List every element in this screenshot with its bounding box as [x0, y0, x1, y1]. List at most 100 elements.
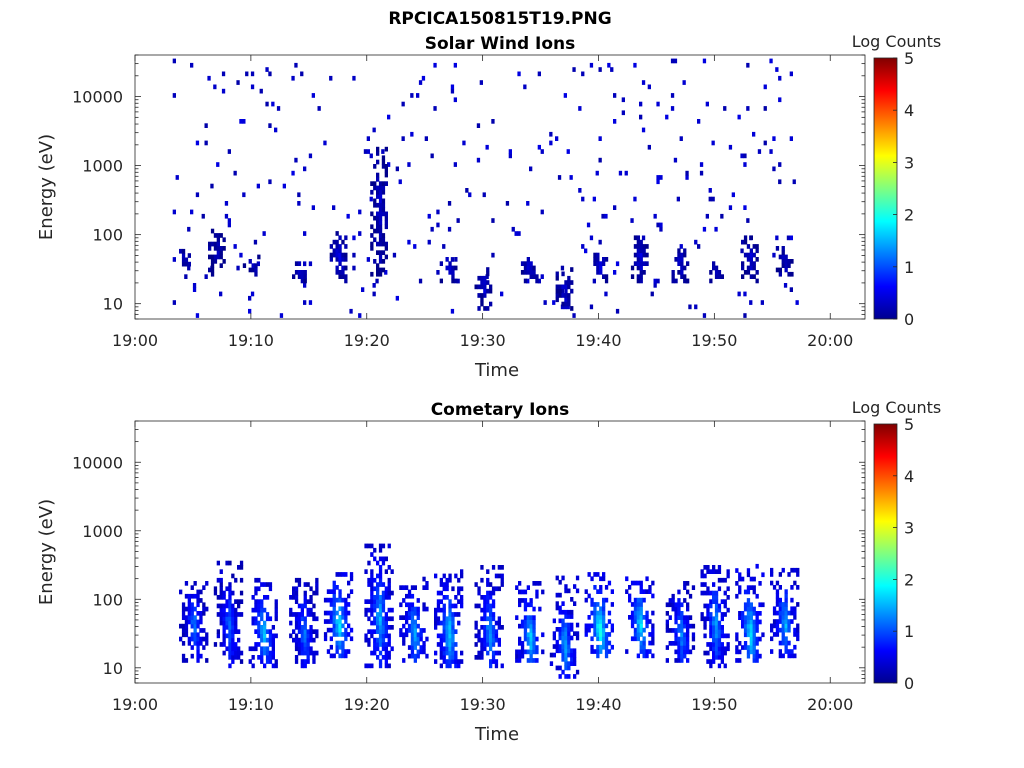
data-cell: [596, 252, 600, 258]
data-cell: [558, 288, 562, 294]
data-cell: [749, 645, 753, 650]
data-cell: [787, 263, 791, 268]
data-cell: [671, 278, 675, 284]
data-cell: [260, 646, 264, 652]
data-cell: [752, 606, 756, 612]
data-cell: [384, 241, 388, 247]
data-cell: [709, 633, 713, 639]
data-cell: [341, 632, 345, 637]
data-cell: [775, 610, 780, 616]
data-cell: [566, 149, 570, 154]
data-cell: [483, 306, 487, 311]
data-cell: [422, 649, 426, 655]
data-cell: [743, 619, 748, 625]
data-cell: [271, 625, 275, 630]
data-cell: [700, 569, 704, 574]
data-cell: [268, 616, 273, 622]
data-cell: [714, 616, 719, 622]
data-cell: [347, 649, 351, 654]
data-cell: [581, 196, 585, 202]
data-cell: [491, 616, 496, 622]
data-cell: [636, 580, 640, 586]
data-cell: [607, 640, 612, 646]
data-cell: [216, 633, 220, 639]
data-cell: [668, 602, 672, 608]
data-cell: [312, 637, 316, 643]
data-cell: [741, 274, 745, 279]
data-cell: [228, 603, 232, 609]
data-cell: [419, 632, 423, 638]
data-cell: [410, 628, 415, 633]
data-cell: [367, 560, 371, 566]
data-cell: [195, 313, 200, 318]
data-cell: [784, 254, 788, 260]
data-cell: [680, 257, 684, 262]
data-cell: [639, 114, 643, 120]
data-cell: [642, 636, 646, 642]
data-cell: [329, 597, 333, 603]
data-cell: [552, 618, 556, 624]
data-cell: [735, 636, 739, 642]
data-cell: [787, 627, 791, 633]
data-cell: [256, 183, 260, 189]
x-tick-label: 19:00: [112, 695, 158, 714]
data-cell: [376, 189, 380, 195]
data-cell: [483, 280, 487, 285]
data-cell: [460, 569, 464, 574]
data-cell: [500, 291, 504, 297]
data-cell: [624, 170, 628, 176]
data-cell: [326, 649, 331, 654]
data-cell: [460, 595, 464, 600]
data-cell: [537, 71, 541, 77]
data-cell: [752, 131, 756, 137]
data-cell: [292, 637, 296, 643]
data-cell: [752, 244, 756, 249]
data-cell: [306, 659, 310, 664]
data-cell: [561, 301, 565, 307]
data-cell: [761, 572, 765, 578]
data-cell: [231, 650, 235, 656]
data-cell: [709, 270, 713, 275]
data-cell: [392, 252, 397, 258]
data-cell: [317, 106, 321, 111]
data-cell: [381, 159, 386, 165]
data-cell: [332, 619, 336, 624]
data-cell: [338, 615, 342, 620]
data-cell: [630, 274, 635, 279]
data-cell: [451, 646, 455, 652]
data-cell: [586, 222, 591, 228]
data-cell: [254, 590, 258, 596]
data-cell: [222, 607, 226, 613]
data-cell: [474, 655, 478, 660]
data-cell: [726, 646, 730, 652]
y-tick-label: 100: [92, 226, 123, 245]
data-cell: [237, 650, 241, 656]
data-cell: [489, 284, 493, 290]
data-cell: [254, 642, 258, 647]
data-cell: [486, 271, 490, 277]
data-cell: [300, 616, 304, 622]
data-cell: [526, 257, 530, 262]
data-cell: [190, 585, 194, 590]
colorbar-tick-label: 2: [904, 206, 914, 225]
data-cell: [683, 641, 687, 646]
data-cell: [234, 616, 238, 622]
data-cell: [535, 645, 539, 650]
data-cell: [497, 620, 501, 626]
data-cell: [303, 166, 307, 172]
data-cell: [361, 287, 365, 292]
data-cell: [486, 577, 490, 583]
data-cell: [233, 244, 237, 249]
data-cell: [376, 194, 380, 199]
data-cell: [520, 641, 525, 646]
data-cell: [228, 599, 232, 604]
data-cell: [410, 649, 415, 655]
data-cell: [680, 632, 684, 638]
data-cell: [529, 265, 533, 271]
data-cell: [370, 189, 374, 195]
data-cell: [526, 261, 530, 266]
data-cell: [552, 652, 556, 658]
data-cell: [184, 581, 189, 586]
data-cell: [187, 636, 191, 642]
data-cell: [378, 220, 383, 225]
